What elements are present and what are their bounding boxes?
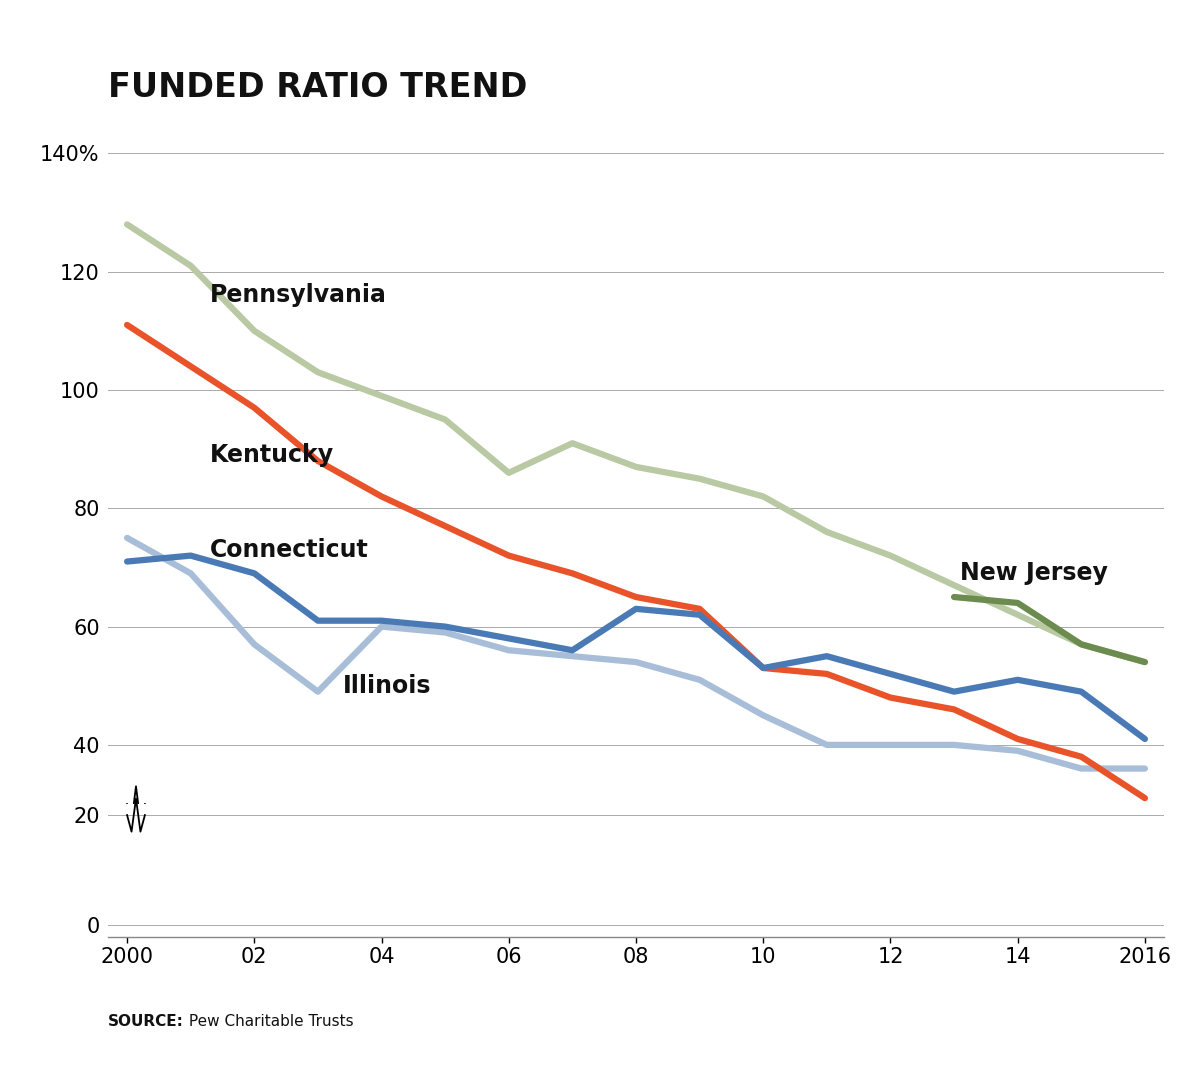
Text: Illinois: Illinois [343, 674, 432, 698]
Text: New Jersey: New Jersey [960, 561, 1109, 586]
Text: Pew Charitable Trusts: Pew Charitable Trusts [184, 1014, 353, 1029]
Text: SOURCE:: SOURCE: [108, 1014, 184, 1029]
Text: Pennsylvania: Pennsylvania [210, 283, 386, 307]
Text: Kentucky: Kentucky [210, 443, 334, 467]
Text: Connecticut: Connecticut [210, 538, 368, 562]
Text: FUNDED RATIO TREND: FUNDED RATIO TREND [108, 71, 527, 103]
